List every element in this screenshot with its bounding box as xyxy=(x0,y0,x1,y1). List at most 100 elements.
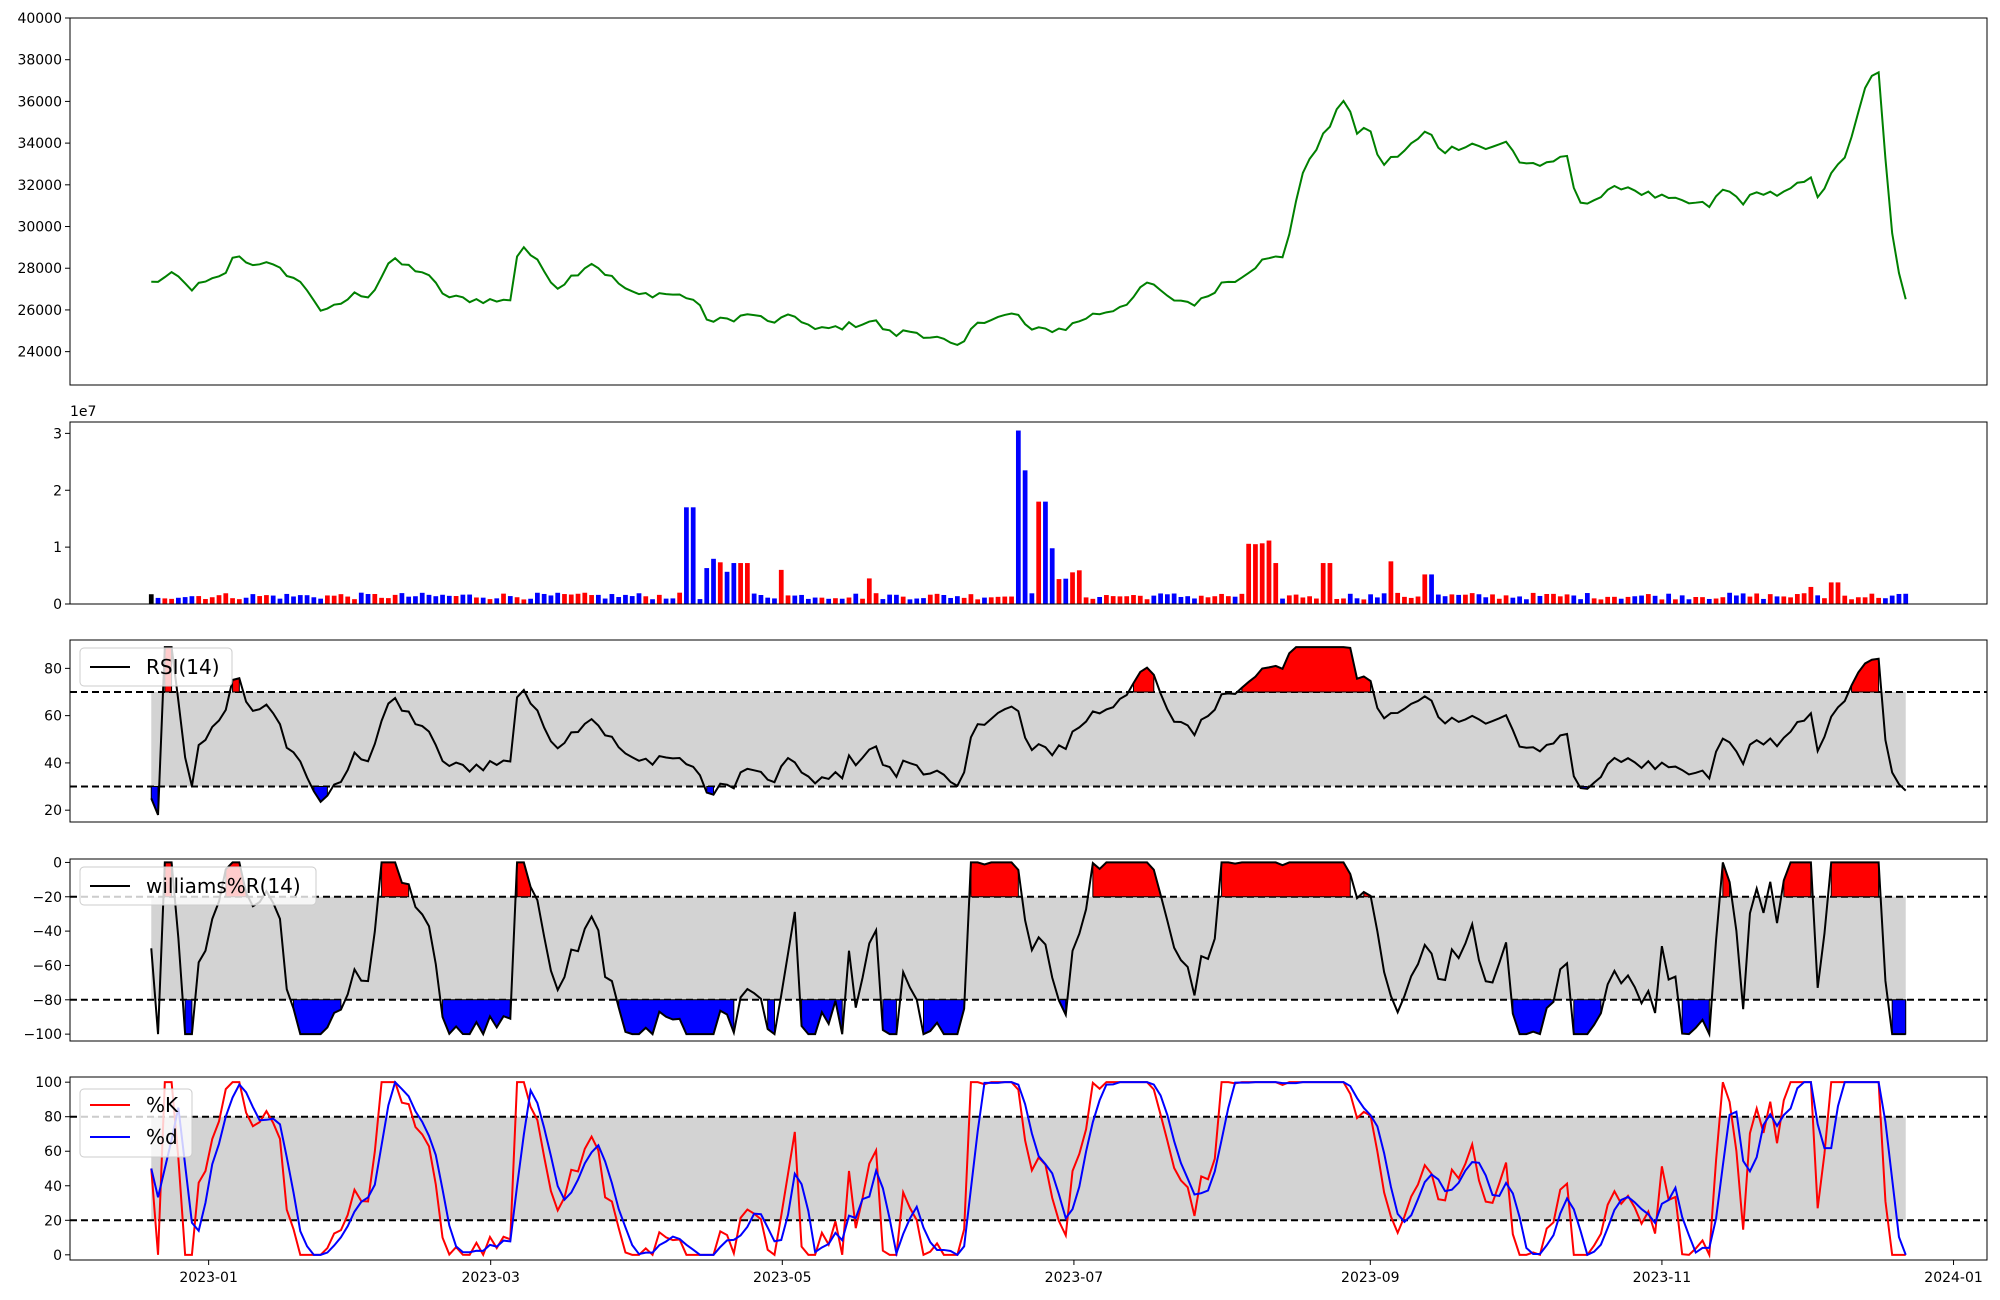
volume-bar xyxy=(1043,501,1048,605)
volume-bar xyxy=(453,596,459,604)
volume-bar xyxy=(1070,572,1075,604)
williams-oversold-fill xyxy=(882,999,897,1035)
volume-bar xyxy=(264,595,269,604)
volume-bar xyxy=(1246,543,1252,604)
williams-ytick-label: −20 xyxy=(32,890,62,906)
rsi-panel: 20 40 60 80 RSI(14) xyxy=(44,639,1988,823)
volume-bar xyxy=(1903,593,1909,604)
volume-bar xyxy=(1862,597,1868,604)
volume-bar xyxy=(1232,596,1238,604)
volume-bar xyxy=(467,594,473,604)
volume-bar xyxy=(711,558,716,604)
volume-bar xyxy=(1395,592,1401,604)
volume-bar xyxy=(568,594,574,604)
stochastic-panel: 0 20 40 60 80 100 %K %d xyxy=(35,1075,1988,1264)
volume-bar xyxy=(907,599,913,604)
rsi-band xyxy=(151,692,1906,787)
volume-bar xyxy=(182,597,188,604)
volume-bar xyxy=(1327,563,1333,604)
volume-bar xyxy=(1828,582,1834,604)
volume-bar xyxy=(1131,595,1136,604)
volume-bar xyxy=(1693,597,1699,604)
volume-bar xyxy=(1151,595,1157,604)
volume-bar xyxy=(1381,593,1387,604)
williams-legend-box xyxy=(79,866,317,906)
volume-bar xyxy=(1334,598,1340,604)
volume-bar xyxy=(1496,598,1502,604)
volume-bar xyxy=(1510,597,1516,604)
volume-bar xyxy=(514,597,520,604)
volume-bar xyxy=(487,599,493,604)
volume-bar xyxy=(243,597,249,604)
volume-bar xyxy=(1625,596,1631,604)
volume-bar xyxy=(948,597,953,604)
williams-frame xyxy=(69,858,1988,1042)
volume-bar xyxy=(446,595,452,604)
volume-bar xyxy=(372,593,378,604)
williams-overbought-fill xyxy=(1092,861,1162,898)
volume-bar xyxy=(1307,596,1312,604)
x-tick-label: 2024-01 xyxy=(1924,1270,1983,1286)
volume-bar xyxy=(1632,596,1638,604)
volume-bar xyxy=(250,594,256,604)
williams-line xyxy=(150,861,1906,1038)
volume-bar xyxy=(995,596,1001,604)
volume-bar xyxy=(175,597,181,604)
volume-bar xyxy=(1137,595,1143,604)
volume-bar xyxy=(1490,594,1495,604)
volume-bar xyxy=(1449,594,1455,604)
volume-bar xyxy=(528,598,533,604)
volume-bar xyxy=(1442,596,1448,604)
volume-bar xyxy=(894,594,899,604)
volume-bar xyxy=(1896,593,1902,604)
volume-bar xyxy=(1259,543,1265,604)
price-ytick-label: 34000 xyxy=(17,136,62,152)
price-ytick-label: 36000 xyxy=(17,94,62,110)
williams-overbought-fill xyxy=(970,861,1019,898)
volume-bar xyxy=(900,596,906,604)
volume-bar xyxy=(1022,470,1028,604)
volume-bar xyxy=(548,595,554,604)
stoch-ytick-label: 80 xyxy=(44,1110,62,1126)
volume-bar xyxy=(1639,595,1644,604)
volume-bar xyxy=(880,599,886,604)
volume-bar xyxy=(1117,596,1123,604)
price-ytick-label: 38000 xyxy=(17,53,62,69)
volume-bar xyxy=(792,595,798,604)
volume-bar xyxy=(812,597,818,604)
volume-bar xyxy=(1388,561,1394,604)
volume-bar xyxy=(616,597,622,604)
williams-legend-label: williams%R(14) xyxy=(146,874,301,898)
volume-bar xyxy=(1889,595,1895,604)
volume-bar xyxy=(1835,582,1841,604)
volume-bar xyxy=(643,596,649,604)
x-tick-label: 2023-07 xyxy=(1045,1270,1104,1286)
volume-bar xyxy=(1822,598,1827,604)
volume-bar xyxy=(440,594,445,604)
stoch-legend: %K %d xyxy=(79,1088,193,1158)
volume-bar xyxy=(866,578,872,604)
stoch-frame xyxy=(69,1076,1988,1261)
volume-bar xyxy=(1781,596,1787,604)
volume-bar xyxy=(1564,594,1570,604)
price-frame xyxy=(69,17,1988,386)
volume-bar xyxy=(1002,596,1008,604)
volume-bar xyxy=(1842,595,1848,604)
williams-ytick-label: −40 xyxy=(32,924,62,940)
volume-bar xyxy=(961,597,967,604)
volume-bar xyxy=(1483,597,1489,604)
volume-bar xyxy=(1165,594,1170,604)
rsi-ytick-label: 20 xyxy=(44,803,62,819)
volume-bar xyxy=(636,593,642,604)
williams-ytick-label: −100 xyxy=(24,1027,62,1043)
volume-bar xyxy=(1808,586,1814,604)
volume-bar xyxy=(169,598,174,604)
volume-bar xyxy=(934,593,940,604)
price-ytick-label: 26000 xyxy=(17,303,62,319)
volume-bar xyxy=(1706,598,1712,604)
stoch-band xyxy=(151,1116,1906,1221)
volume-bar xyxy=(1422,574,1428,604)
volume-bar xyxy=(331,595,337,604)
stoch-ytick-label: 20 xyxy=(44,1213,62,1229)
volume-bar xyxy=(1368,594,1373,604)
